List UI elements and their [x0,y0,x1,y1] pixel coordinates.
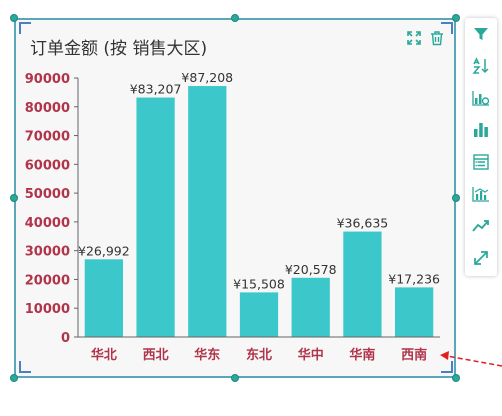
x-tick-label: 华北 [91,347,117,363]
trend-line-icon[interactable] [471,216,491,236]
x-tick-label: 西北 [143,348,169,363]
resize-handle-top-left[interactable] [10,14,18,22]
bar[interactable] [343,231,382,337]
bar[interactable] [84,259,123,337]
bar[interactable] [291,277,330,337]
resize-handle-top[interactable] [231,14,239,22]
bar[interactable] [395,287,434,337]
expand-icon[interactable] [406,30,422,46]
y-tick-label: 10000 [25,302,70,317]
y-tick-label: 50000 [25,187,70,202]
corner-bracket [19,22,31,34]
resize-handle-left[interactable] [10,194,18,202]
x-tick-label: 西南 [401,347,427,363]
chart-settings-icon[interactable] [471,88,491,108]
bar-chart-icon[interactable] [471,120,491,140]
bar-value-label: ¥83,207 [130,82,182,97]
bar-value-label: ¥15,508 [233,276,285,291]
resize-handle-top-right[interactable] [452,14,460,22]
side-toolbar [465,18,497,276]
corner-bracket [441,361,453,373]
y-tick-label: 60000 [25,158,70,173]
bar[interactable] [239,292,279,337]
y-tick-label: 40000 [25,216,70,231]
sort-icon[interactable] [471,56,491,76]
bar-value-label: ¥17,236 [388,271,440,286]
bar-value-label: ¥26,992 [78,243,130,258]
resize-handle-bottom-right[interactable] [452,374,460,382]
bar[interactable] [188,86,227,337]
resize-handle-right[interactable] [452,194,460,202]
trash-icon[interactable] [429,30,445,46]
resize-handle-bottom-left[interactable] [10,374,18,382]
corner-bracket [441,22,453,34]
x-tick-label: 东北 [246,347,272,363]
bar-value-label: ¥20,578 [285,262,337,277]
resize-handle-bottom[interactable] [231,374,239,382]
corner-bracket [19,361,31,373]
chart-title: 订单金额 (按 销售大区) [30,39,208,59]
y-tick-label: 70000 [25,130,70,145]
y-tick-label: 80000 [25,101,70,116]
x-tick-label: 华中 [298,347,324,363]
y-tick-label: 90000 [25,72,70,87]
resize-icon[interactable] [471,248,491,268]
table-icon[interactable] [471,152,491,172]
x-tick-label: 华南 [349,347,375,363]
x-tick-label: 华东 [194,347,220,363]
y-tick-label: 30000 [25,245,70,260]
y-tick-label: 0 [61,331,70,346]
bar-value-label: ¥87,208 [181,70,233,85]
combo-chart-icon[interactable] [471,184,491,204]
bar-value-label: ¥36,635 [337,216,389,231]
bar[interactable] [136,97,175,338]
filter-icon[interactable] [471,24,491,44]
y-tick-label: 20000 [25,273,70,288]
